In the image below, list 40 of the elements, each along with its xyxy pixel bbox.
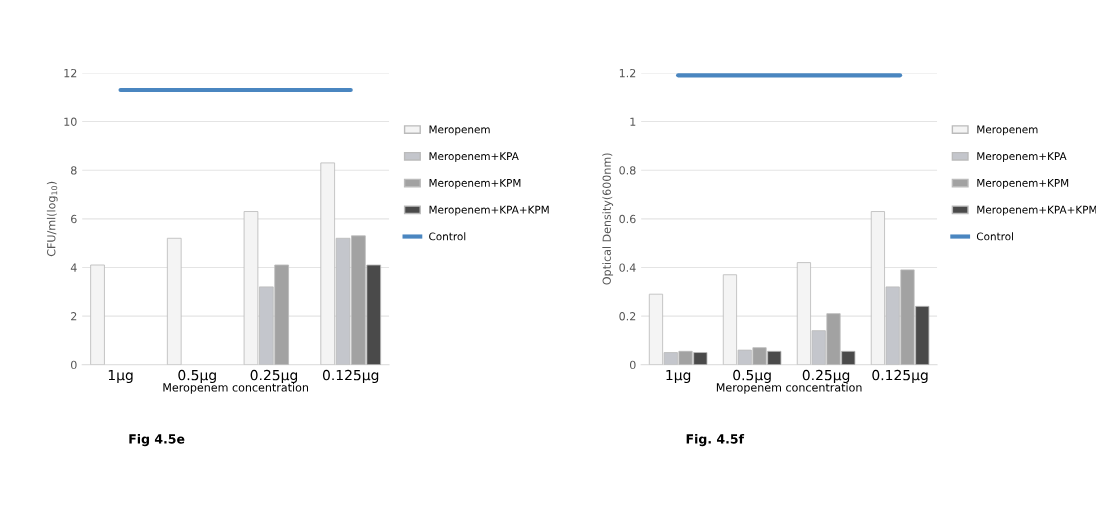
caption: Fig. 4.5f bbox=[686, 433, 745, 447]
y-tick-label: 2 bbox=[71, 312, 77, 321]
legend-label: Meropenem bbox=[977, 125, 1038, 136]
y-tick-label: 0.4 bbox=[619, 263, 636, 272]
x-axis-title: Meropenem concentration bbox=[163, 383, 308, 394]
y-tick-label: 0.8 bbox=[619, 166, 636, 175]
y-tick-label: 0 bbox=[71, 360, 77, 370]
x-axis-title: Meropenem concentration bbox=[716, 383, 862, 394]
bar bbox=[166, 237, 182, 365]
y-tick-label: 1.2 bbox=[619, 68, 636, 78]
legend-label: Meropenem bbox=[429, 125, 490, 136]
y-tick-label: 12 bbox=[64, 68, 77, 78]
legend-label: Meropenem+KPM bbox=[429, 179, 521, 189]
x-tick-label: 0.25µg bbox=[250, 369, 298, 383]
y-axis-title: Optical Density(600nm) bbox=[602, 153, 614, 285]
x-tick-label: 0.5µg bbox=[733, 369, 771, 383]
x-tick-label: 0.5µg bbox=[178, 369, 216, 383]
x-tick-label: 0.125µg bbox=[872, 369, 928, 383]
caption: Fig 4.5e bbox=[129, 433, 185, 447]
x-tick-label: 1µg bbox=[666, 369, 691, 383]
bar bbox=[90, 264, 105, 365]
x-tick-label: 0.25µg bbox=[802, 369, 850, 383]
legend-label: Meropenem+KPA+KPM bbox=[429, 205, 549, 216]
x-tick-label: 1µg bbox=[108, 369, 133, 383]
y-tick-label: 10 bbox=[64, 117, 77, 126]
legend-label: Meropenem+KPA bbox=[977, 152, 1067, 163]
y-tick-label: 0 bbox=[629, 360, 636, 370]
y-tick-label: 6 bbox=[71, 214, 77, 224]
y-axis-title: CFU/ml(log$_{10}$) bbox=[46, 181, 58, 257]
legend-label: Meropenem+KPA+KPM bbox=[977, 205, 1096, 216]
y-tick-label: 8 bbox=[71, 166, 77, 175]
y-tick-label: 0.6 bbox=[619, 214, 636, 224]
y-tick-label: 1 bbox=[630, 117, 636, 126]
y-tick-label: 4 bbox=[70, 263, 77, 272]
legend-label: Meropenem+KPA bbox=[429, 152, 519, 163]
legend-label: Control bbox=[429, 232, 466, 241]
y-tick-label: 0.2 bbox=[619, 312, 636, 321]
legend-label: Meropenem+KPM bbox=[977, 179, 1069, 189]
legend-label: Control bbox=[976, 232, 1013, 241]
x-tick-label: 0.125µg bbox=[322, 369, 379, 383]
